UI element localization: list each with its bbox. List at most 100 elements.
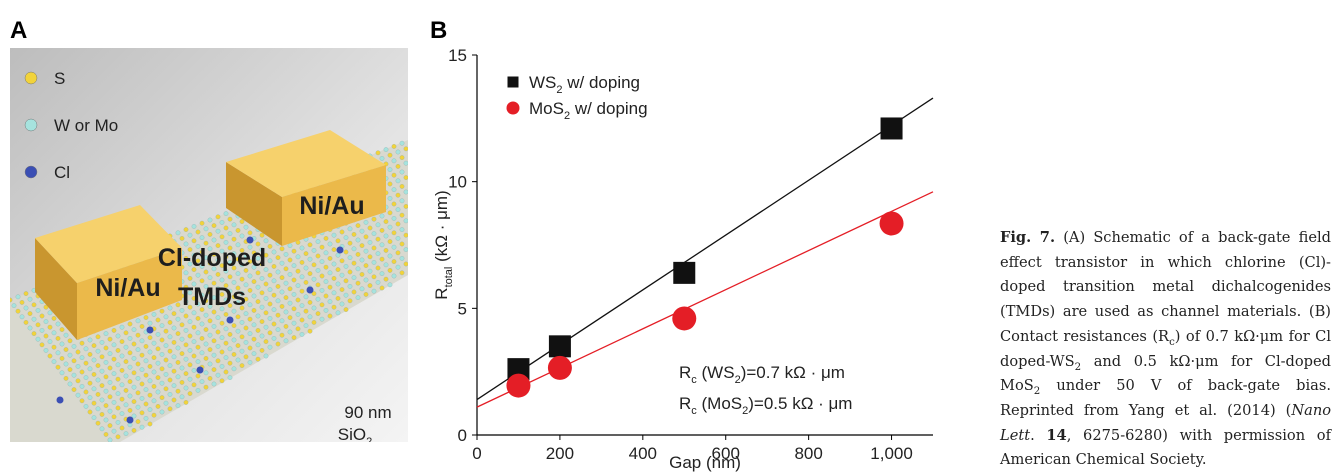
annotation-part: R [679,394,691,413]
lattice-atom [223,369,229,375]
lattice-atom [83,389,89,395]
lattice-atom [391,230,397,236]
lattice-atom [179,394,185,400]
lattice-atom [239,320,245,325]
lattice-atom [207,318,213,324]
lattice-atom [335,281,341,287]
lattice-atom [23,320,29,325]
lattice-atom [251,336,257,342]
lattice-atom [103,388,109,394]
lattice-atom [267,258,273,264]
lattice-atom [155,346,161,352]
panel-label: A [10,17,27,44]
lattice-atom [99,426,105,432]
lattice-atom [315,239,321,244]
lattice-atom [115,391,121,396]
lattice-atom [163,328,169,334]
lattice-atom [43,304,49,310]
lattice-atom [63,332,69,338]
lattice-atom [187,348,193,353]
lattice-atom [327,241,333,247]
lattice-atom [171,325,177,331]
lattice-atom [403,204,408,209]
lattice-atom [363,248,369,254]
lattice-atom [223,326,229,332]
lattice-atom [223,211,229,216]
lattice-atom [119,411,125,416]
lattice-atom [199,292,205,298]
caption-text: Fig. 7. [1000,229,1056,246]
lattice-atom [187,333,193,339]
legend-dot [24,165,38,179]
lattice-atom [299,274,305,280]
lattice-atom [91,357,97,363]
lattice-atom [283,295,289,300]
lattice-atom [59,370,65,376]
lattice-atom [155,360,161,366]
lattice-atom [107,336,113,342]
lattice-atom [123,330,129,336]
lattice-atom [383,248,389,253]
panel-label: B [430,17,447,44]
lattice-atom [231,280,237,285]
lattice-atom [155,317,161,323]
lattice-atom [79,355,85,360]
lattice-atom [79,340,85,346]
lattice-atom [227,216,233,222]
lattice-atom [191,310,197,316]
lattice-atom [139,410,145,416]
lattice-atom [319,273,325,279]
lattice-atom [299,303,305,308]
lattice-atom [379,271,385,276]
lattice-atom [55,336,61,341]
lattice-atom [271,336,277,341]
fit-line [476,97,934,401]
lattice-atom [347,255,353,260]
caption-text: 14 [1046,426,1067,444]
lattice-atom [343,249,349,255]
legend-label-part: WS [529,73,556,92]
lattice-atom [131,356,137,361]
lattice-atom [71,372,77,378]
lattice-atom [231,222,237,228]
lattice-atom [139,396,145,401]
lattice-atom [203,269,209,275]
lattice-atom [235,228,241,233]
lattice-atom [255,328,261,333]
lattice-atom [287,315,293,320]
annotation-part: (MoS [697,394,742,413]
lattice-atom [55,364,61,370]
lattice-atom [187,290,193,296]
lattice-atom [227,332,233,337]
legend-dot [24,118,38,132]
lattice-atom [207,275,213,280]
lattice-atom [311,262,317,268]
lattice-atom [275,312,281,318]
lattice-atom [203,327,209,332]
lattice-atom [215,300,221,306]
contact-front [77,248,182,340]
lattice-atom [391,158,397,164]
lattice-atom [387,239,393,244]
lattice-atom [119,396,125,402]
lattice-atom [295,283,301,288]
lattice-atom [347,226,353,232]
lattice-atom [103,331,109,336]
lattice-atom [239,233,245,239]
lattice-atom [107,408,113,414]
lattice-atom [295,312,301,317]
lattice-atom [131,384,137,390]
lattice-atom [399,155,405,160]
lattice-atom [247,360,253,365]
lattice-atom [207,246,213,252]
legend-label-part: w/ doping [570,99,648,118]
lattice-atom [183,227,189,232]
data-point [673,261,696,284]
lattice-atom [383,262,389,268]
lattice-atom [355,266,361,272]
lattice-atom [155,389,161,395]
lattice-atom [147,335,153,340]
lattice-atom [287,243,293,248]
lattice-atom [367,268,373,274]
legend-label: MoS2 w/ doping [529,99,648,122]
